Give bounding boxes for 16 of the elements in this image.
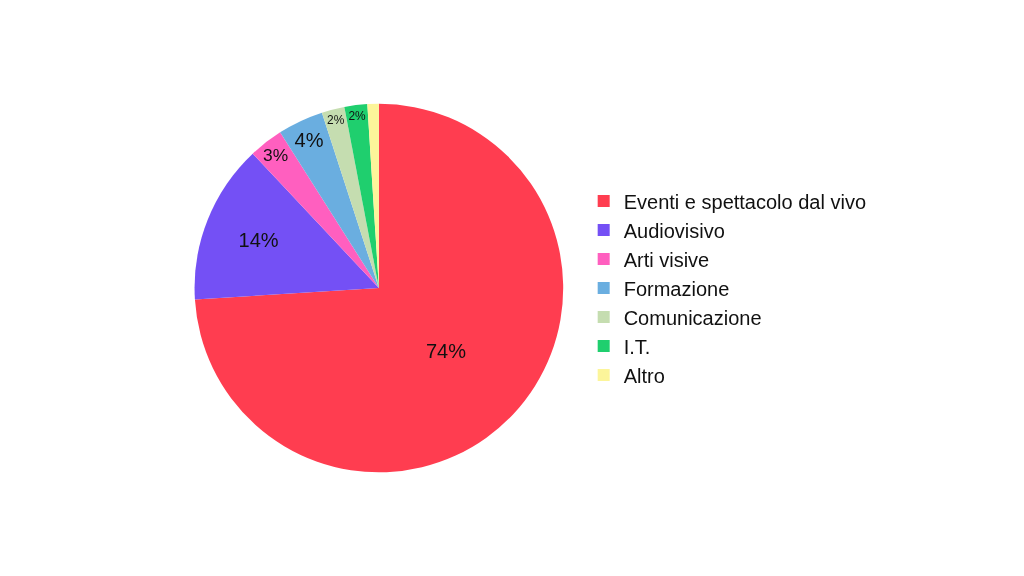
data-label: 14%: [238, 229, 279, 252]
data-label: 74%: [425, 340, 467, 363]
legend-label: Altro: [623, 364, 665, 387]
data-label: 4%: [294, 128, 324, 151]
legend-label: Comunicazione: [623, 306, 762, 329]
pie-slice: [344, 104, 379, 288]
data-label: 2%: [348, 109, 367, 124]
legend-label: Arti visive: [623, 248, 710, 271]
pie-slice: [194, 103, 564, 473]
pie-slice: [321, 106, 379, 288]
legend-label: Eventi e spettacolo dal vivo: [623, 190, 867, 213]
legend-label: I.T.: [623, 335, 651, 358]
data-label: 3%: [262, 144, 289, 165]
data-label: 2%: [327, 113, 345, 128]
legend-label: Audiovisivo: [623, 219, 725, 242]
legend-label: Formazione: [623, 277, 730, 300]
